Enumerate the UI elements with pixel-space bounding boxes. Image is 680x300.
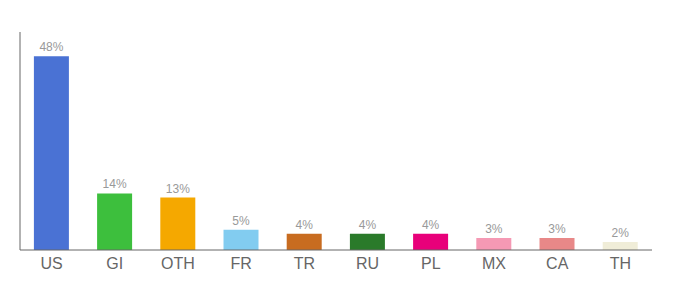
svg-text:5%: 5% [232, 214, 250, 228]
svg-text:PL: PL [421, 255, 441, 272]
svg-text:4%: 4% [422, 218, 440, 232]
svg-text:MX: MX [482, 255, 506, 272]
svg-text:TR: TR [294, 255, 315, 272]
svg-text:RU: RU [356, 255, 379, 272]
svg-text:3%: 3% [485, 222, 503, 236]
svg-text:48%: 48% [39, 40, 63, 54]
svg-text:CA: CA [546, 255, 569, 272]
svg-text:US: US [40, 255, 62, 272]
svg-text:14%: 14% [103, 177, 127, 191]
svg-text:TH: TH [610, 255, 631, 272]
svg-text:GI: GI [106, 255, 123, 272]
svg-text:4%: 4% [359, 218, 377, 232]
svg-text:3%: 3% [548, 222, 566, 236]
svg-text:2%: 2% [612, 226, 630, 240]
svg-text:OTH: OTH [161, 255, 195, 272]
svg-text:4%: 4% [296, 218, 314, 232]
svg-text:13%: 13% [166, 182, 190, 196]
svg-text:FR: FR [231, 255, 252, 272]
